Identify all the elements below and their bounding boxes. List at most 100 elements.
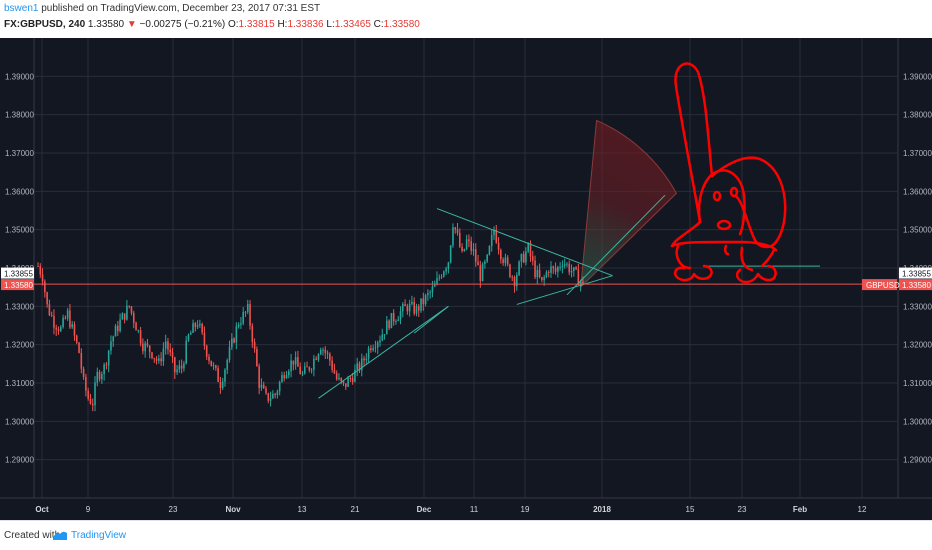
candle-body xyxy=(148,345,151,353)
x-tick-label: Nov xyxy=(225,505,241,514)
trendline-drawing[interactable] xyxy=(516,275,613,305)
candle-body xyxy=(568,263,571,273)
left-price-tag xyxy=(1,279,34,291)
candle-body xyxy=(210,360,213,367)
candle-body xyxy=(313,358,315,370)
candle-body xyxy=(75,335,78,343)
candle-body xyxy=(278,382,281,392)
candles-group xyxy=(37,222,584,412)
candle-body xyxy=(557,267,559,272)
x-tick-label: Oct xyxy=(35,505,49,514)
trendline-drawing[interactable] xyxy=(436,208,613,277)
candle-body xyxy=(306,366,308,368)
candle-body xyxy=(62,317,64,328)
y-tick-label-left: 1.32000 xyxy=(5,341,34,350)
high-value: 1.33836 xyxy=(287,19,324,30)
candle-body xyxy=(575,267,577,270)
left-price-tag-secondary-text: 1.33855 xyxy=(4,270,33,279)
x-tick-label: 13 xyxy=(298,505,307,514)
fan-sector-drawing[interactable] xyxy=(580,119,678,289)
candle-body xyxy=(463,249,466,252)
y-tick-label-left: 1.37000 xyxy=(5,149,34,158)
candle-body xyxy=(317,354,320,360)
candle-body xyxy=(365,358,368,361)
trendline-drawing[interactable] xyxy=(413,305,449,334)
high-label: H: xyxy=(277,19,288,30)
candle-body xyxy=(541,277,543,280)
candle-body xyxy=(342,381,345,384)
candle-body xyxy=(513,277,516,287)
symbol-label: FX:GBPUSD, 240 xyxy=(4,19,86,30)
candle-body xyxy=(132,312,135,323)
candle-body xyxy=(303,366,306,374)
candle-body xyxy=(415,306,418,314)
candle-body xyxy=(203,332,206,346)
candle-body xyxy=(274,393,276,395)
candle-body xyxy=(509,264,511,277)
candle-body xyxy=(73,324,76,336)
candle-body xyxy=(484,261,486,265)
candle-body xyxy=(547,272,550,273)
candle-body xyxy=(479,265,482,282)
candle-body xyxy=(351,378,354,382)
candle-body xyxy=(123,313,126,320)
candle-body xyxy=(577,269,580,285)
candle-body xyxy=(196,325,199,327)
candle-body xyxy=(561,265,564,267)
candle-body xyxy=(82,368,85,377)
trendline-drawing[interactable] xyxy=(566,194,666,296)
candle-body xyxy=(433,284,436,287)
candle-body xyxy=(151,352,153,358)
candle-body xyxy=(347,378,349,387)
candle-body xyxy=(69,310,71,328)
tradingview-link[interactable]: TradingView xyxy=(71,530,127,541)
trendline-drawing[interactable] xyxy=(318,305,449,399)
candle-body xyxy=(201,323,203,333)
candle-body xyxy=(301,373,304,375)
candle-body xyxy=(142,343,144,352)
candle-body xyxy=(231,338,233,348)
y-tick-label-left: 1.33000 xyxy=(5,302,34,311)
candle-body xyxy=(452,227,454,246)
candle-body xyxy=(552,266,555,268)
candle-body xyxy=(493,230,495,236)
candle-body xyxy=(89,398,92,404)
candle-body xyxy=(114,325,117,337)
x-tick-label: 19 xyxy=(521,505,530,514)
doodle-nose xyxy=(716,219,732,231)
time-scale[interactable] xyxy=(0,498,932,520)
publish-header: bswen1 published on TradingView.com, Dec… xyxy=(0,0,932,34)
candle-body xyxy=(57,329,60,331)
candle-body xyxy=(167,341,169,350)
candle-body xyxy=(50,314,53,316)
candle-body xyxy=(288,371,290,376)
candle-body xyxy=(566,263,568,265)
candle-body xyxy=(582,281,584,285)
candle-body xyxy=(185,340,187,364)
candle-body xyxy=(98,372,101,380)
candle-body xyxy=(101,374,103,380)
candle-body xyxy=(139,330,142,344)
candle-body xyxy=(94,382,96,406)
candle-body xyxy=(174,357,176,373)
candle-body xyxy=(297,357,299,367)
candle-body xyxy=(85,376,87,391)
candle-body xyxy=(233,338,235,343)
candle-body xyxy=(376,342,379,348)
dog-doodle-drawing[interactable] xyxy=(670,62,787,284)
candle-body xyxy=(422,298,425,305)
created-with-text: Created with xyxy=(4,530,61,541)
candle-body xyxy=(358,363,361,371)
price-chart[interactable]: 1.29000 1.29000 1.30000 1.30000 1.31000 1.310… xyxy=(0,36,932,520)
candle-body xyxy=(219,381,222,389)
candle-body xyxy=(404,304,406,307)
candle-body xyxy=(502,259,504,263)
candle-body xyxy=(66,310,69,319)
candle-body xyxy=(550,266,552,273)
candle-body xyxy=(283,375,286,379)
candle-body xyxy=(570,270,573,273)
chart-area[interactable]: 1.29000 1.29000 1.30000 1.30000 1.31000 1.310… xyxy=(0,36,932,520)
author-link[interactable]: bswen1 xyxy=(4,3,39,14)
candle-body xyxy=(324,349,327,353)
y-tick-label-left: 1.38000 xyxy=(5,111,34,120)
